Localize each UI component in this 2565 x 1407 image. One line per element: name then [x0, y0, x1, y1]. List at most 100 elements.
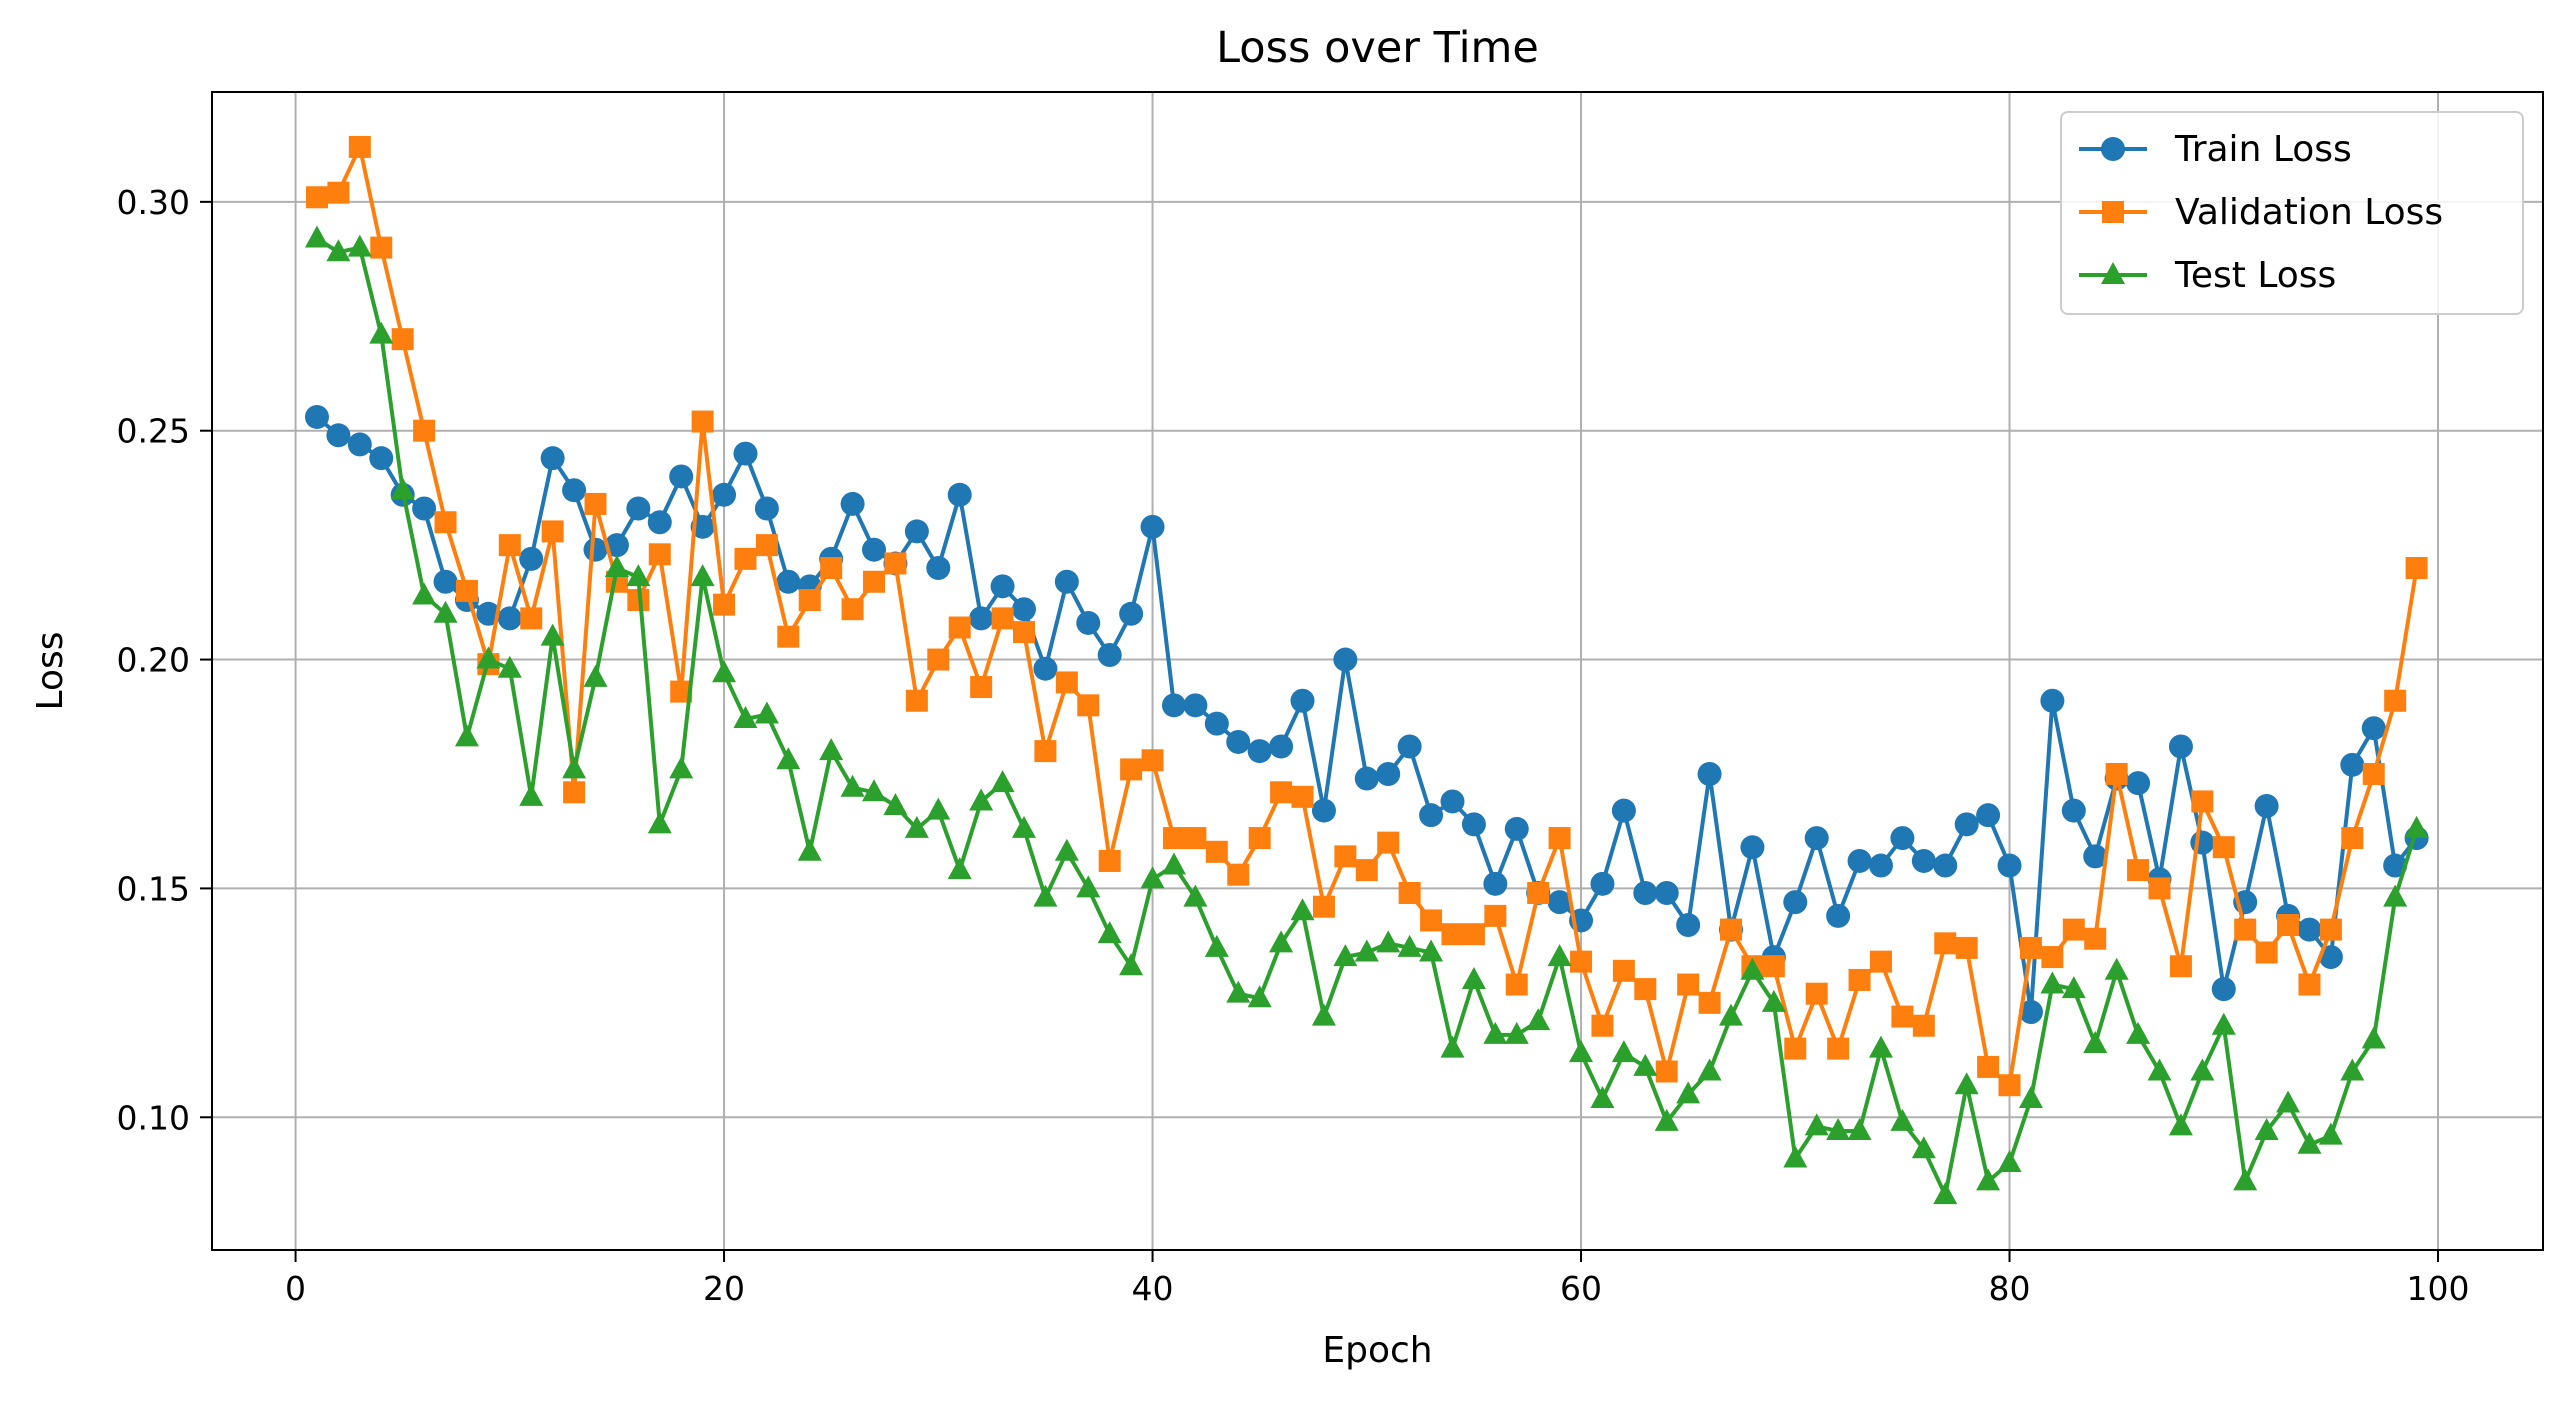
test-loss-point: [1976, 1168, 2001, 1191]
validation-loss-point: [1677, 973, 1700, 996]
test-loss-legend-label: Test Loss: [2174, 255, 2336, 296]
test-loss-point: [1440, 1035, 1465, 1058]
train-loss-point: [1804, 826, 1829, 851]
test-loss-point: [862, 779, 887, 802]
train-loss-point: [862, 537, 887, 562]
train-loss-point: [969, 606, 994, 631]
train-loss-point: [1419, 803, 1444, 828]
validation-loss-point: [1205, 840, 1228, 863]
train-loss-point: [1740, 835, 1765, 860]
train-loss-point: [497, 606, 522, 631]
validation-loss-point: [2234, 918, 2257, 941]
test-loss-point: [990, 770, 1015, 793]
train-loss-point: [1011, 597, 1036, 622]
test-loss-point: [1011, 815, 1036, 838]
train-loss-legend-label: Train Loss: [2174, 129, 2352, 170]
train-loss-point: [669, 464, 694, 489]
validation-loss-point: [1462, 923, 1485, 946]
validation-loss-point: [1312, 895, 1335, 918]
train-loss-point: [1290, 688, 1315, 713]
train-loss-point: [1161, 693, 1186, 718]
test-loss-point: [1076, 875, 1101, 898]
train-loss-point: [2211, 977, 2236, 1002]
validation-loss-point: [1120, 758, 1143, 781]
train-loss-point: [776, 569, 801, 594]
y-tick-label: 0.20: [117, 641, 190, 680]
train-loss-point: [1847, 848, 1872, 873]
validation-loss-point: [584, 492, 607, 515]
train-loss-point: [2340, 752, 2365, 777]
validation-loss-point: [1612, 959, 1635, 982]
train-loss-point: [2083, 844, 2108, 869]
validation-loss-point: [820, 557, 843, 580]
validation-loss-point: [1634, 978, 1657, 1001]
chart-title: Loss over Time: [1216, 23, 1539, 73]
validation-loss-point: [2084, 927, 2107, 950]
train-loss-point: [1354, 766, 1379, 791]
train-loss-point: [1997, 853, 2022, 878]
test-loss-point: [1161, 852, 1186, 875]
train-loss-point: [1483, 871, 1508, 896]
train-loss-point: [412, 496, 437, 521]
validation-loss-point: [905, 689, 928, 712]
validation-loss-point: [841, 598, 864, 621]
test-loss-point: [2404, 815, 2429, 838]
train-loss-point: [840, 491, 865, 516]
train-loss-point: [347, 432, 372, 457]
test-loss-point: [1183, 884, 1208, 907]
validation-loss-point: [1698, 991, 1721, 1014]
validation-loss-point: [1955, 936, 1978, 959]
test-loss-point: [776, 747, 801, 770]
validation-loss-point: [713, 593, 736, 616]
test-loss-point: [2211, 1012, 2236, 1035]
validation-loss-point: [520, 607, 543, 630]
validation-loss-point: [1441, 923, 1464, 946]
test-loss-point: [2168, 1113, 2193, 1136]
validation-loss-series: [305, 135, 2428, 1097]
validation-loss-point: [327, 181, 350, 204]
train-loss-point: [304, 404, 329, 429]
test-loss-point: [690, 564, 715, 587]
validation-loss-point: [413, 419, 436, 442]
validation-loss-point: [348, 135, 371, 158]
test-loss-point: [2361, 1026, 2386, 1049]
validation-loss-legend-marker: [2102, 201, 2124, 223]
test-loss-point: [1761, 989, 1786, 1012]
test-loss-legend-marker: [2101, 262, 2125, 284]
train-loss-point: [1676, 913, 1701, 938]
validation-loss-point: [1655, 1060, 1678, 1083]
train-loss-point: [1890, 826, 1915, 851]
validation-loss-point: [798, 589, 821, 612]
train-loss-point: [1933, 853, 1958, 878]
validation-loss-point: [2041, 946, 2064, 969]
validation-loss-legend-label: Validation Loss: [2175, 192, 2443, 233]
test-loss-point: [883, 793, 908, 816]
train-loss-point: [647, 510, 672, 535]
validation-loss-point: [2169, 955, 2192, 978]
train-loss-point: [326, 423, 351, 448]
validation-loss-point: [1055, 671, 1078, 694]
validation-loss-point: [391, 328, 414, 351]
test-loss-point: [1526, 1008, 1551, 1031]
test-loss-point: [1269, 930, 1294, 953]
test-loss-point: [1911, 1136, 1936, 1159]
test-loss-point: [626, 564, 651, 587]
legend-box: [2060, 111, 2524, 315]
train-loss-point: [583, 537, 608, 562]
test-loss-point: [669, 756, 694, 779]
test-loss-point: [476, 646, 501, 669]
train-loss-point: [1654, 880, 1679, 905]
test-loss-point: [2126, 1021, 2151, 1044]
train-loss-point: [1140, 514, 1165, 539]
validation-loss-point: [2298, 973, 2321, 996]
y-tick-label: 0.10: [117, 1098, 190, 1137]
validation-loss-point: [991, 607, 1014, 630]
train-loss-point: [1868, 853, 1893, 878]
train-loss-point: [1119, 601, 1144, 626]
test-loss-point: [412, 582, 437, 605]
test-loss-point: [1333, 944, 1358, 967]
test-loss-point: [733, 706, 758, 729]
test-loss-point: [1376, 930, 1401, 953]
validation-loss-point: [884, 552, 907, 575]
train-loss-point: [1247, 739, 1272, 764]
